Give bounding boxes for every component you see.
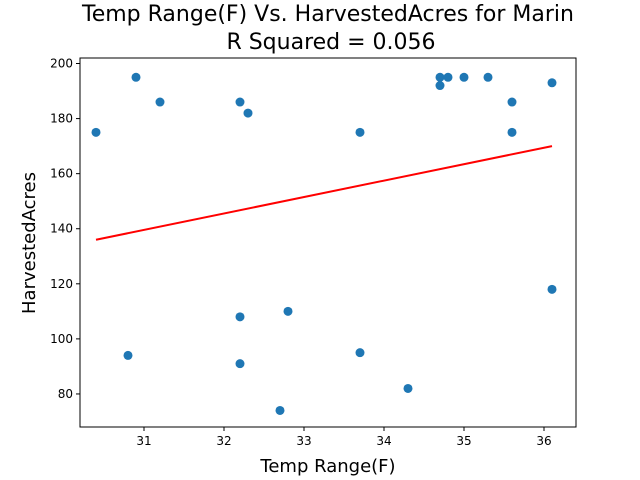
data-point — [355, 127, 365, 137]
trend-line — [95, 145, 553, 241]
chart-title-line1: Temp Range(F) Vs. HarvestedAcres for Mar… — [81, 2, 574, 27]
data-point — [275, 405, 285, 415]
data-point — [91, 127, 101, 137]
y-tick-label: 200 — [50, 57, 73, 71]
chart-title-line2: R Squared = 0.056 — [226, 30, 435, 55]
data-point — [547, 78, 557, 88]
x-tick-label: 33 — [296, 434, 311, 448]
x-tick-label: 34 — [376, 434, 391, 448]
y-tick-label: 180 — [50, 112, 73, 126]
y-tick-label: 160 — [50, 167, 73, 181]
x-tick-label: 36 — [536, 434, 551, 448]
x-tick-label: 32 — [216, 434, 231, 448]
y-tick-label: 100 — [50, 332, 73, 346]
data-point — [403, 383, 413, 393]
y-axis-label: HarvestedAcres — [19, 172, 40, 314]
data-point — [235, 359, 245, 369]
y-tick-label: 140 — [50, 222, 73, 236]
data-point — [443, 72, 453, 82]
y-tick-label: 120 — [50, 277, 73, 291]
data-point — [235, 97, 245, 107]
data-point — [547, 284, 557, 294]
data-point — [459, 72, 469, 82]
x-tick-label: 35 — [456, 434, 471, 448]
data-point — [123, 350, 133, 360]
data-point — [355, 348, 365, 358]
data-point — [483, 72, 493, 82]
x-tick-label: 31 — [136, 434, 151, 448]
data-point — [283, 306, 293, 316]
data-point — [435, 81, 445, 91]
y-tick-label: 80 — [58, 387, 73, 401]
data-point — [507, 127, 517, 137]
data-point — [131, 72, 141, 82]
data-point — [507, 97, 517, 107]
x-axis-label: Temp Range(F) — [259, 456, 395, 477]
plot-area: 31 32 33 34 35 36 80 100 120 140 160 180 200 — [50, 57, 577, 448]
data-point — [435, 72, 445, 82]
data-point — [155, 97, 165, 107]
data-point — [235, 312, 245, 322]
axes-frame — [79, 57, 577, 428]
data-point — [243, 108, 253, 118]
